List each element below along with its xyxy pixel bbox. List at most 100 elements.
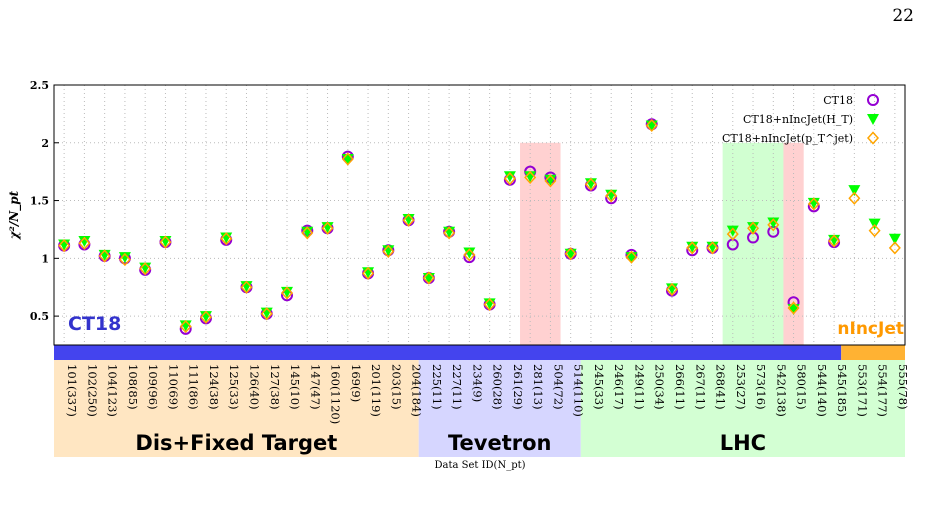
y-tick-label: 2.5 bbox=[30, 79, 49, 92]
group-label-0: Dis+Fixed Target bbox=[135, 431, 337, 455]
category-label: 102(250) bbox=[85, 364, 99, 417]
ptjet-point bbox=[159, 235, 172, 249]
ht-point bbox=[888, 233, 901, 245]
ptjet-point bbox=[564, 247, 577, 261]
ht-point bbox=[382, 245, 395, 257]
ptjet-point bbox=[260, 307, 273, 321]
ptjet-point bbox=[747, 221, 760, 235]
y-tick-label: 2 bbox=[41, 137, 49, 150]
ptjet-point bbox=[686, 241, 699, 255]
ptjet-point bbox=[828, 234, 841, 248]
ht-point bbox=[78, 236, 91, 247]
ptjet-point bbox=[58, 239, 71, 253]
ht-point bbox=[362, 267, 375, 279]
category-label: 553(171) bbox=[855, 364, 869, 417]
ptjet-point bbox=[767, 218, 780, 232]
category-label: 108(85) bbox=[126, 364, 140, 410]
category-label: 249(11) bbox=[632, 364, 646, 410]
category-label: 580(15) bbox=[795, 364, 809, 410]
category-label: 268(41) bbox=[714, 364, 728, 410]
category-label: 554(177) bbox=[876, 364, 890, 417]
ht-point bbox=[199, 311, 212, 323]
category-label: 169(9) bbox=[349, 364, 363, 402]
ptjet-point bbox=[726, 227, 739, 241]
grid-lines bbox=[54, 84, 905, 345]
ht-point bbox=[807, 197, 820, 209]
ptjet-point bbox=[78, 236, 91, 250]
model-bars: CT18 nIncJet bbox=[54, 313, 905, 360]
ht-point bbox=[848, 185, 861, 197]
ct18-bar-label: CT18 bbox=[68, 313, 121, 335]
ptjet-point bbox=[220, 232, 233, 246]
ptjet-point bbox=[362, 266, 375, 280]
ht-point bbox=[828, 234, 841, 246]
data-points bbox=[58, 118, 901, 335]
ht-point bbox=[58, 239, 71, 251]
category-label: 109(96) bbox=[146, 364, 160, 410]
ptjet-point bbox=[139, 262, 152, 276]
ht-point bbox=[483, 298, 496, 310]
category-label: 542(138) bbox=[774, 364, 788, 417]
category-label: 225(11) bbox=[430, 364, 444, 410]
category-label: 504(72) bbox=[551, 364, 565, 410]
group-label-2: LHC bbox=[720, 431, 766, 455]
ptjet-point bbox=[807, 197, 820, 211]
ct18-point bbox=[867, 94, 879, 106]
category-label: 110(69) bbox=[166, 364, 180, 410]
ct18-bar bbox=[54, 345, 842, 360]
ht-point bbox=[544, 174, 557, 186]
group-panel-0 bbox=[54, 360, 419, 457]
category-label: 111(86) bbox=[187, 364, 201, 410]
ptjet-point bbox=[625, 250, 638, 264]
highlight-bands bbox=[520, 142, 804, 345]
axes: χ²/N_pt Data Set ID(N_pt) 0.5 1 1.5 2 2.5 bbox=[7, 79, 906, 471]
category-label: 125(33) bbox=[227, 364, 241, 410]
ptjet-point bbox=[605, 189, 618, 203]
ptjet-point bbox=[888, 241, 901, 255]
ptjet-point bbox=[382, 244, 395, 259]
category-label: 126(40) bbox=[247, 364, 261, 410]
category-label: 227(11) bbox=[450, 364, 464, 410]
ptjet-point bbox=[422, 271, 435, 285]
ht-point bbox=[220, 232, 233, 244]
ht-point bbox=[867, 114, 879, 125]
ht-point bbox=[321, 222, 334, 234]
group-label-1: Tevetron bbox=[448, 431, 551, 455]
category-label: 253(27) bbox=[734, 364, 748, 410]
highlight-band-1 bbox=[722, 142, 784, 345]
category-label: 246(17) bbox=[612, 364, 626, 410]
ptjet-point bbox=[645, 118, 658, 133]
category-label: 281(13) bbox=[531, 364, 545, 410]
ht-point bbox=[139, 262, 152, 274]
ht-point bbox=[301, 226, 314, 238]
ptjet-point bbox=[301, 226, 314, 240]
ht-point bbox=[118, 252, 131, 264]
ht-point bbox=[402, 214, 415, 226]
category-label: 145(10) bbox=[288, 364, 302, 410]
group-panel-1 bbox=[418, 360, 581, 457]
ht-point bbox=[605, 189, 618, 201]
ht-point bbox=[159, 236, 172, 247]
ptjet-point bbox=[199, 310, 212, 324]
y-tick-label: 0.5 bbox=[30, 310, 49, 323]
ptjet-point bbox=[402, 213, 415, 227]
category-label: 544(140) bbox=[815, 364, 829, 417]
ptjet-point bbox=[118, 252, 131, 267]
plot-frame bbox=[53, 84, 906, 346]
ht-point bbox=[503, 171, 516, 183]
ht-point bbox=[665, 283, 678, 295]
ptjet-point bbox=[665, 282, 679, 297]
ptjet-point bbox=[179, 319, 192, 334]
ptjet-point bbox=[240, 280, 253, 294]
category-label: 234(9) bbox=[470, 364, 484, 402]
y-axis-label: χ²/N_pt bbox=[7, 190, 22, 240]
legend-label-0: CT18 bbox=[823, 94, 853, 107]
ht-point bbox=[281, 286, 294, 298]
category-label: 160(1120) bbox=[329, 364, 343, 424]
ht-point bbox=[179, 320, 192, 332]
ht-point bbox=[706, 241, 719, 253]
legend: CT18 CT18+nIncJet(H_T) CT18+nIncJet(p_T^je… bbox=[722, 94, 880, 145]
category-label: 124(38) bbox=[207, 364, 221, 410]
category-label: 573(16) bbox=[754, 364, 768, 410]
